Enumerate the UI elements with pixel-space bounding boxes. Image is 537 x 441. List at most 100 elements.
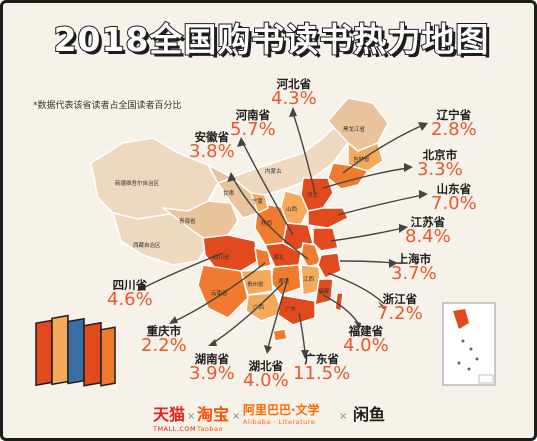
region-qinghai	[160, 200, 239, 242]
label-guangdong-name: 广东省	[304, 352, 339, 366]
logo-separator-1: ×	[187, 411, 196, 422]
label-beijing-name: 北京市	[422, 148, 458, 162]
map-label-gansu: 甘肃	[223, 189, 235, 197]
map-label-hubei-map: 湖北	[273, 253, 285, 261]
region-yunnan	[197, 264, 249, 319]
region-guangdong	[277, 294, 316, 326]
label-guangdong-value: 11.5%	[293, 363, 351, 385]
label-liaoning-value: 2.8%	[431, 119, 477, 141]
label-shanghai: 上海市 3.7%	[391, 253, 437, 284]
map-label-qinghai: 青海省	[179, 217, 196, 225]
map-label-shaanxi: 陕西	[261, 219, 273, 227]
region-guangxi	[245, 292, 284, 322]
map-label-neimenggu: 内蒙古	[265, 167, 282, 175]
region-jiangsu	[312, 227, 339, 252]
leader-arrows	[142, 112, 424, 354]
label-anhui-name: 安徽省	[194, 130, 230, 144]
label-hunan: 湖南省 3.9%	[189, 353, 235, 384]
logo-separator-3: ×	[339, 411, 348, 422]
map-label-jilin: 吉林省	[353, 155, 370, 163]
region-chongqing	[254, 247, 272, 270]
logo-alibaba-sub: Alibaba · Literature	[243, 418, 316, 426]
logo-xianyu-main: 闲鱼	[353, 405, 386, 424]
label-chongqing-name: 重庆市	[146, 324, 182, 338]
partner-logos: 天猫 TMALL.COM × 淘宝 Taobao × 阿里巴巴·文学 Aliba…	[3, 401, 534, 437]
map-label-jiangxi: 江西	[303, 276, 315, 283]
map-label-sichuan-map: 四川省	[213, 253, 230, 261]
data-note: *数据代表该省读者占全国读者百分比	[33, 101, 182, 111]
label-anhui: 安徽省 3.8%	[189, 131, 235, 162]
label-beijing: 北京市 3.3%	[417, 149, 463, 180]
label-sichuan: 四川省 4.6%	[107, 279, 153, 310]
map-label-xinjiang: 新疆维吾尔自治区	[115, 179, 160, 187]
map-label-ningxia: 宁夏	[252, 197, 264, 205]
label-zhejiang: 浙江省 7.2%	[377, 293, 423, 324]
label-shandong: 山东省 7.0%	[431, 183, 477, 214]
label-fujian-value: 4.0%	[343, 335, 389, 357]
map-label-heilongjiang: 黑龙江省	[343, 125, 366, 133]
label-zhejiang-name: 浙江省	[382, 292, 418, 306]
label-henan: 河南省 5.7%	[230, 109, 276, 140]
logo-alibaba-literature: 阿里巴巴·文学 Alibaba · Literature	[243, 401, 320, 426]
logo-alibaba-main: 阿里巴巴·文学	[243, 403, 320, 417]
logo-separator-2: ×	[232, 411, 241, 422]
map-label-shanxi: 山西	[286, 205, 298, 213]
arrow-heads	[137, 107, 428, 359]
south-sea-inset	[442, 302, 496, 386]
label-chongqing-value: 2.2%	[141, 335, 187, 357]
label-jiangsu-value: 8.4%	[405, 226, 451, 248]
map-label-yunnan: 云南省	[211, 289, 228, 297]
region-shandong	[307, 207, 350, 229]
logo-taobao: 淘宝 Taobao	[197, 401, 229, 433]
label-hebei: 河北省 4.3%	[271, 78, 317, 109]
page-title: 2018全国购书读书热力地图	[53, 19, 490, 60]
label-beijing-value: 3.3%	[417, 159, 463, 181]
label-hebei-value: 4.3%	[271, 88, 317, 110]
map-label-hebei-map: 河北	[307, 191, 319, 199]
label-hebei-name: 河北省	[276, 77, 312, 91]
label-anhui-value: 3.8%	[189, 141, 235, 163]
logo-tmall: 天猫 TMALL.COM	[153, 401, 196, 433]
label-shandong-value: 7.0%	[431, 193, 477, 215]
label-hubei-name: 湖北省	[248, 359, 284, 373]
label-chongqing: 重庆市 2.2%	[141, 325, 187, 356]
label-shanghai-name: 上海市	[396, 252, 432, 266]
label-guangdong: 广东省 11.5%	[293, 353, 350, 384]
label-sichuan-name: 四川省	[112, 278, 148, 292]
map-label-fujian-map: 福建	[318, 287, 330, 295]
logo-tmall-main: 天猫	[153, 405, 186, 424]
map-label-hunan-map: 湖南	[278, 277, 290, 285]
logo-taobao-sub: Taobao	[197, 425, 223, 433]
label-hunan-name: 湖南省	[194, 352, 230, 366]
logo-taobao-main: 淘宝	[197, 405, 230, 424]
label-liaoning: 辽宁省 2.8%	[431, 109, 477, 140]
region-hubei	[263, 242, 302, 268]
books-illustration	[35, 314, 116, 387]
label-hubei: 湖北省 4.0%	[243, 360, 289, 391]
label-shanghai-value: 3.7%	[391, 263, 437, 285]
label-sichuan-value: 4.6%	[107, 289, 153, 311]
map-label-guizhou: 贵州省	[247, 280, 264, 288]
label-henan-value: 5.7%	[230, 119, 276, 141]
logo-xianyu: 闲鱼	[353, 401, 385, 425]
logo-tmall-sub: TMALL.COM	[153, 425, 197, 433]
map-label-guangxi: 广西	[253, 303, 265, 311]
map-label-tibet: 西藏自治区	[133, 241, 161, 249]
label-henan-name: 河南省	[235, 108, 271, 122]
label-liaoning-name: 辽宁省	[436, 108, 472, 122]
label-jiangsu-name: 江苏省	[410, 215, 446, 229]
label-zhejiang-value: 7.2%	[377, 303, 423, 325]
region-sichuan	[202, 234, 259, 272]
map-label-guangdong-map: 广东	[285, 305, 297, 313]
label-hunan-value: 3.9%	[189, 363, 235, 385]
region-hainan	[272, 328, 288, 342]
china-map: 新疆维吾尔自治区 西藏自治区 青海省 内蒙古 黑龙江省 吉林省 甘肃 四川省 云…	[35, 97, 496, 387]
label-jiangsu: 江苏省 8.4%	[405, 216, 451, 247]
region-ningxia	[249, 192, 269, 215]
label-shandong-name: 山东省	[436, 182, 472, 196]
map-region-names: 新疆维吾尔自治区 西藏自治区 青海省 内蒙古 黑龙江省 吉林省 甘肃 四川省 云…	[115, 125, 370, 313]
label-fujian-name: 福建省	[348, 324, 384, 338]
label-hubei-value: 4.0%	[243, 370, 289, 392]
label-fujian: 福建省 4.0%	[343, 325, 389, 356]
